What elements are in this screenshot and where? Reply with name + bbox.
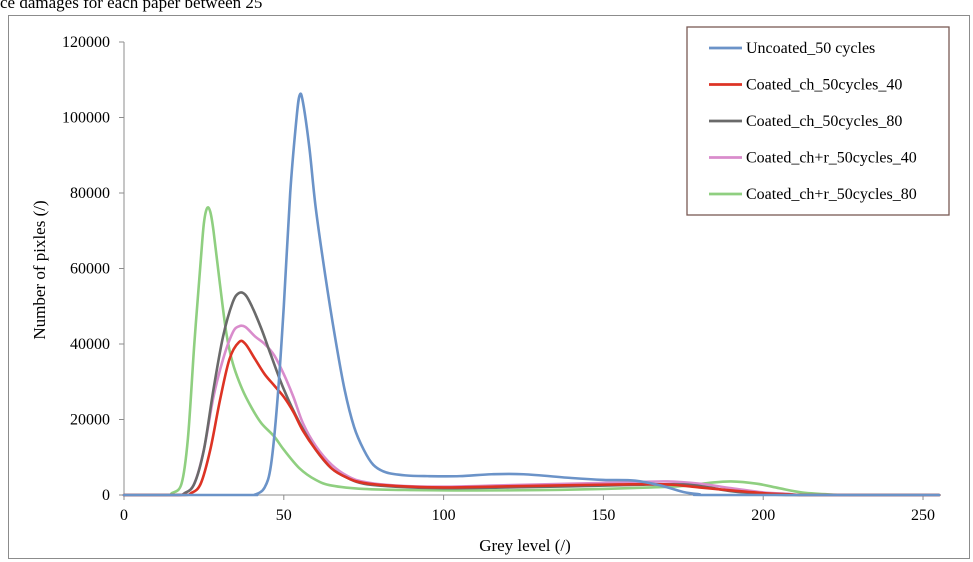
series-line-coated-ch-50cycles-80 bbox=[122, 291, 941, 497]
y-tick-label: 80000 bbox=[70, 185, 110, 202]
legend-entry-label: Coated_ch+r_50cycles_80 bbox=[746, 186, 917, 203]
y-axis-title: Number of pixles (/) bbox=[30, 200, 49, 339]
series-line-coated-ch-r-50cycles-80 bbox=[122, 206, 941, 497]
y-tick-label: 40000 bbox=[70, 336, 110, 353]
x-axis-title: Grey level (/) bbox=[479, 536, 571, 555]
y-tick-labels: 0 20000 40000 60000 80000 100000 120000 bbox=[62, 34, 110, 504]
page-caption: ce damages for each paper between 25 bbox=[0, 0, 263, 12]
series-line-coated-ch-50cycles-40 bbox=[122, 339, 941, 497]
y-tick-label: 20000 bbox=[70, 412, 110, 429]
legend-entry-label: Coated_ch_50cycles_40 bbox=[746, 77, 902, 94]
x-tick-label: 200 bbox=[751, 507, 775, 524]
series-line-uncoated-50-cycles bbox=[122, 92, 941, 497]
x-tick-label: 0 bbox=[120, 507, 128, 524]
legend-entry-label: Uncoated_50 cycles bbox=[746, 40, 875, 57]
y-tick-label: 100000 bbox=[62, 110, 110, 127]
x-tick-label: 100 bbox=[432, 507, 456, 524]
series-lines bbox=[122, 92, 941, 497]
chart-frame bbox=[8, 15, 970, 559]
y-tick-label: 120000 bbox=[62, 34, 110, 51]
x-tick-labels: 0 50 100 150 200 250 bbox=[120, 507, 935, 524]
x-tick-label: 150 bbox=[591, 507, 615, 524]
x-tick-label: 50 bbox=[276, 507, 292, 524]
x-tick-label: 250 bbox=[911, 507, 935, 524]
series-line-coated-ch-r-50cycles-40 bbox=[122, 324, 941, 497]
legend-entry-label: Coated_ch_50cycles_80 bbox=[746, 113, 902, 130]
legend: Uncoated_50 cycles Coated_ch_50cycles_40 C… bbox=[686, 26, 950, 216]
legend-entry-label: Coated_ch+r_50cycles_40 bbox=[746, 150, 917, 167]
y-tick-label: 60000 bbox=[70, 261, 110, 278]
y-tick-label: 0 bbox=[102, 487, 110, 504]
